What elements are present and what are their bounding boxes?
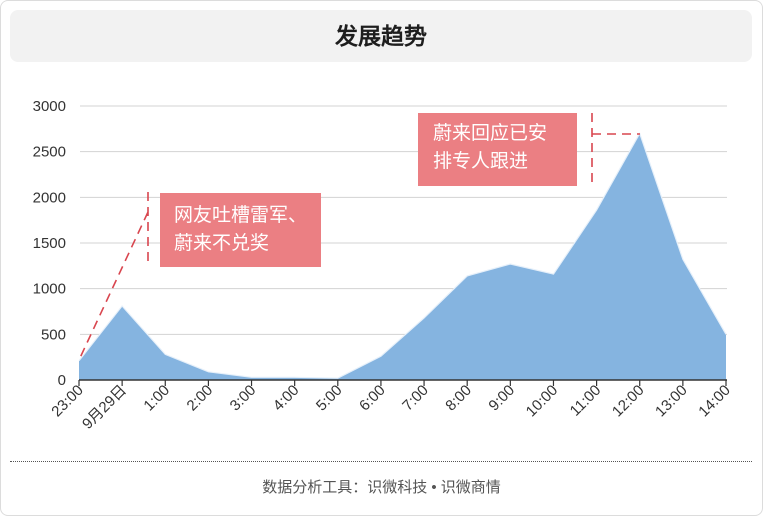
annotation-box — [160, 193, 321, 267]
y-tick-label: 500 — [41, 326, 66, 343]
x-tick-label: 11:00 — [567, 382, 605, 420]
annotation-text: 网友吐槽雷军、 — [174, 204, 307, 226]
x-tick-label: 3:00 — [227, 382, 260, 415]
data-point — [465, 274, 469, 278]
chart-title: 发展趋势 — [335, 23, 427, 49]
data-point — [508, 262, 512, 266]
x-tick-label: 7:00 — [399, 382, 432, 415]
data-point — [293, 375, 297, 379]
annotation-box — [418, 113, 577, 186]
data-point — [379, 354, 383, 358]
x-tick-label: 5:00 — [313, 382, 346, 415]
x-tick-label: 1:00 — [140, 382, 173, 415]
y-tick-label: 1500 — [33, 235, 66, 252]
annotation: 网友吐槽雷军、蔚来不兑奖 — [78, 192, 321, 361]
annotation-pointer — [78, 192, 149, 361]
data-point — [163, 352, 167, 356]
annotation-pointer — [591, 113, 640, 186]
data-point — [422, 316, 426, 320]
y-axis-labels: 0 500 1000 1500 2000 2500 3000 — [33, 98, 66, 389]
data-point — [120, 304, 124, 308]
annotation-text: 蔚来回应已安 — [433, 122, 547, 144]
x-tick-label: 14:00 — [695, 382, 734, 421]
x-tick-label: 8:00 — [442, 382, 475, 415]
x-tick-label: 13:00 — [652, 382, 691, 421]
series-line — [78, 131, 727, 379]
x-tick-label: 2:00 — [184, 382, 217, 415]
data-point — [681, 257, 685, 261]
data-point — [250, 375, 254, 379]
y-tick-label: 1000 — [33, 281, 66, 298]
y-tick-label: 2500 — [33, 144, 66, 161]
data-point — [595, 208, 599, 212]
x-tick-label: 12:00 — [609, 382, 648, 421]
x-tick-label: 9:00 — [485, 382, 518, 415]
x-tick-label: 6:00 — [356, 382, 389, 415]
title-bar: 发展趋势 — [10, 10, 752, 62]
annotation-text: 蔚来不兑奖 — [174, 232, 269, 254]
y-tick-label: 2000 — [33, 189, 66, 206]
data-point — [77, 359, 81, 363]
area-series — [79, 133, 726, 380]
data-point — [724, 332, 728, 336]
x-tick-label: 10:00 — [523, 382, 562, 421]
y-tick-label: 0 — [58, 372, 66, 389]
x-tick-label: 4:00 — [270, 382, 303, 415]
x-tick-label: 9月29日 — [79, 382, 130, 433]
footer-divider — [10, 461, 752, 462]
footer-credit: 数据分析工具：识微科技 • 识微商情 — [262, 479, 501, 496]
data-point — [206, 370, 210, 374]
data-point — [551, 272, 555, 276]
y-tick-label: 3000 — [33, 98, 66, 115]
x-tick-label: 23:00 — [48, 382, 87, 421]
annotation-text: 排专人跟进 — [433, 150, 528, 172]
